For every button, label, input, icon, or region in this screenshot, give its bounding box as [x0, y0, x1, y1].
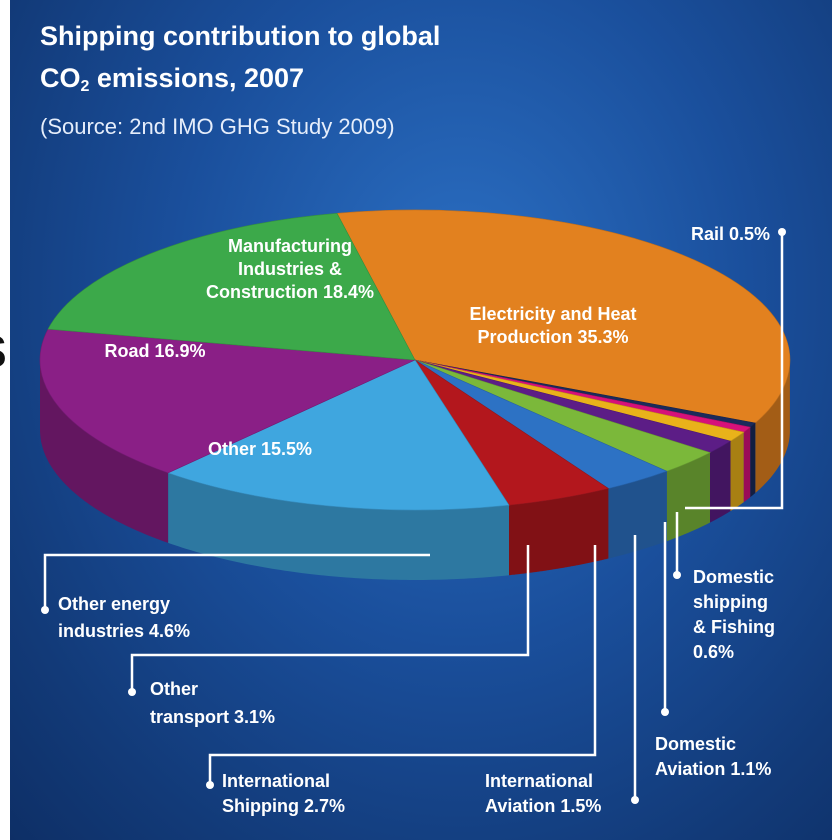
- chart-title-line2: CO2 emissions, 2007: [40, 62, 304, 103]
- slice-label-line: Domestic: [655, 734, 736, 754]
- pie-side-1: [750, 423, 756, 498]
- pie-side-9: [40, 360, 169, 543]
- slice-label-0: Electricity and Heat Production 35.3%: [469, 304, 636, 347]
- slice-label-2: Domestic shipping & Fishing 0.6%: [693, 567, 775, 662]
- slice-label-3: Domestic Aviation 1.1%: [655, 734, 771, 779]
- leader-international-shipping: [208, 545, 597, 785]
- leader-dot-international-aviation: [631, 796, 639, 804]
- leader-dot-international-shipping: [206, 781, 214, 789]
- pie-side-6: [608, 471, 667, 559]
- slice-label-line: transport 3.1%: [150, 707, 275, 727]
- slice-label-line: industries 4.6%: [58, 621, 190, 641]
- leader-dot-rail: [778, 228, 786, 236]
- slice-label-line: Shipping 2.7%: [222, 796, 345, 816]
- title-suffix-text: emissions, 2007: [89, 63, 305, 93]
- slice-label-line: Industries &: [238, 259, 342, 279]
- leader-other-transport: [130, 545, 530, 692]
- pie-side-4: [710, 441, 731, 523]
- leader-lines: [41, 228, 786, 804]
- pie-side-7: [509, 488, 609, 576]
- leader-dot-other-energy: [41, 606, 49, 614]
- leader-other-energy: [43, 553, 430, 610]
- slice-label-line: Aviation 1.1%: [655, 759, 771, 779]
- slice-label-line: shipping: [693, 592, 768, 612]
- title-subscript: 2: [80, 78, 90, 95]
- leader-dot-domestic-aviation: [661, 708, 669, 716]
- pie-side-3: [730, 432, 744, 512]
- slice-label-line: Electricity and Heat: [469, 304, 636, 324]
- pie-slice-other: [167, 359, 510, 511]
- slice-label-6: Other transport 3.1%: [150, 679, 275, 727]
- pie-side-8: [168, 472, 509, 580]
- pie-side-2: [743, 427, 751, 503]
- pie-top: [39, 209, 791, 511]
- slice-label-1: Rail 0.5%: [691, 224, 770, 244]
- slice-label-line: Road 16.9%: [104, 341, 205, 361]
- pie-slice-road: [39, 328, 417, 474]
- slice-label-line: Domestic: [693, 567, 774, 587]
- slice-label-line: & Fishing: [693, 617, 775, 637]
- slice-label-7: Other energy industries 4.6%: [58, 594, 190, 641]
- leader-rail: [685, 232, 784, 510]
- slice-label-line: International: [222, 771, 330, 791]
- slice-label-line: International: [485, 771, 593, 791]
- chart-title-line1: Shipping contribution to global: [40, 21, 441, 51]
- leader-dot-domestic-shipping: [673, 571, 681, 579]
- slice-label-line: Production 35.3%: [477, 327, 628, 347]
- leader-dot-other-transport: [128, 688, 136, 696]
- slice-label-line: Other: [150, 679, 198, 699]
- pie-labels: Electricity and Heat Production 35.3% Manu…: [58, 224, 775, 816]
- slice-label-line: Aviation 1.5%: [485, 796, 601, 816]
- slice-label-line: 0.6%: [693, 642, 734, 662]
- slice-label-line: Other 15.5%: [208, 439, 312, 459]
- edge-text-mid: s: [0, 318, 7, 378]
- slice-label-9: Road 16.9%: [104, 341, 205, 361]
- title-co-text: CO: [40, 63, 81, 93]
- slice-label-line: Other energy: [58, 594, 170, 614]
- slice-label-5: International Shipping 2.7%: [222, 771, 345, 816]
- slice-label-line: Rail 0.5%: [691, 224, 770, 244]
- slice-label-line: Manufacturing: [228, 236, 352, 256]
- pie-slice-electricity-and-heat-production: [336, 209, 791, 424]
- slice-label-line: Construction 18.4%: [206, 282, 374, 302]
- slice-label-10: Manufacturing Industries & Construction 18…: [206, 236, 374, 302]
- infographic-panel: Shipping contribution to global CO2 emis…: [10, 0, 832, 840]
- slice-label-8: Other 15.5%: [208, 439, 312, 459]
- chart-subtitle: (Source: 2nd IMO GHG Study 2009): [40, 114, 395, 139]
- slice-label-4: International Aviation 1.5%: [485, 771, 601, 816]
- pie-slice-manufacturing-industries-construction: [47, 212, 416, 361]
- pie-chart: Electricity and Heat Production 35.3% Manu…: [39, 209, 791, 816]
